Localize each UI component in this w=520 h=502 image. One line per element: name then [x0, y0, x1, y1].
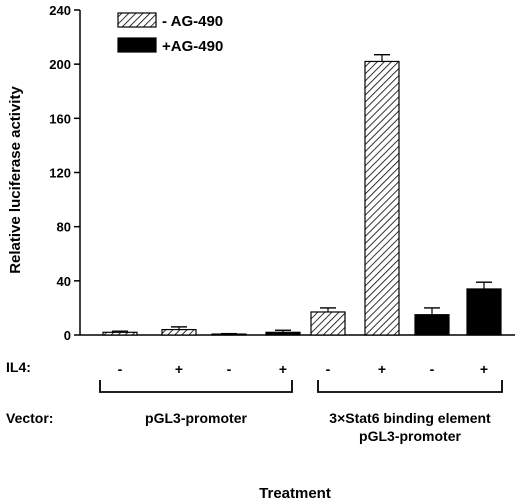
- legend: - AG-490 +AG-490: [117, 12, 223, 55]
- bar: [466, 288, 502, 336]
- axes: 0 40 80 120 160 200 240: [49, 3, 515, 343]
- bar: [265, 331, 301, 336]
- vector-group-label: pGL3-promoter: [359, 428, 461, 444]
- legend-label: - AG-490: [162, 13, 223, 30]
- il4-sign: +: [175, 361, 183, 377]
- bar: [102, 331, 138, 336]
- x-axis-title: Treatment: [259, 485, 331, 502]
- bars-group: [102, 53, 502, 336]
- treatment-rows: IL4: - + - + - + - + Vector: pGL3-promoter 3×Stat6 …: [6, 359, 503, 444]
- y-axis-label: Relative luciferase activity: [7, 86, 24, 274]
- legend-swatch: [117, 37, 157, 53]
- y-tick-label: 40: [57, 274, 71, 289]
- il4-sign: -: [227, 361, 232, 377]
- vector-row-label: Vector:: [6, 410, 53, 426]
- il4-sign: +: [378, 361, 386, 377]
- il4-row-label: IL4:: [6, 359, 31, 375]
- il4-sign: -: [326, 361, 331, 377]
- bar: [310, 311, 346, 336]
- il4-sign: -: [430, 361, 435, 377]
- group-bracket: [99, 380, 293, 393]
- bar: [414, 314, 450, 336]
- bar: [161, 328, 197, 336]
- il4-sign: +: [480, 361, 488, 377]
- vector-group-label: 3×Stat6 binding element: [329, 410, 491, 426]
- y-tick-label: 160: [49, 111, 71, 126]
- y-tick-label: 0: [64, 328, 71, 343]
- il4-sign: +: [279, 361, 287, 377]
- legend-label: +AG-490: [162, 38, 223, 55]
- group-bracket: [317, 380, 503, 393]
- legend-swatch: [117, 12, 157, 28]
- y-tick-label: 120: [49, 166, 71, 181]
- y-tick-label: 200: [49, 57, 71, 72]
- il4-sign: -: [118, 361, 123, 377]
- y-tick-label: 240: [49, 3, 71, 18]
- vector-group-label: pGL3-promoter: [145, 410, 247, 426]
- bar: [364, 60, 400, 336]
- y-tick-label: 80: [57, 220, 71, 235]
